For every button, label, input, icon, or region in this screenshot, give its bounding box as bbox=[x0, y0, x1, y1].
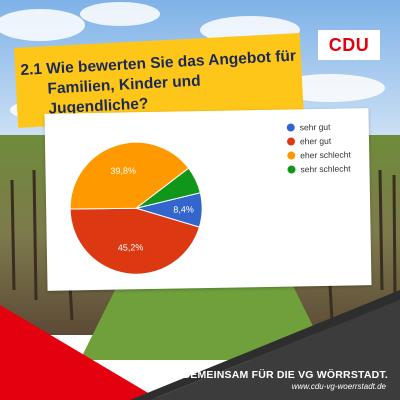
legend-label-sehr-schlecht: sehr schlecht bbox=[300, 163, 351, 174]
legend-label-eher-gut: eher gut bbox=[300, 136, 332, 147]
pie-label-eher-schlecht: 39,8% bbox=[110, 166, 136, 176]
legend-marker-eher-gut bbox=[287, 137, 296, 146]
legend-label-eher-schlecht: eher schlecht bbox=[300, 149, 351, 160]
footer-slogan: GEMEINSAM FÜR DIE VG WÖRRSTADT. bbox=[181, 369, 388, 381]
chart-card: 8,4% 45,2% 39,8% sehr gut eher gut eher schle… bbox=[44, 108, 372, 291]
pie-label-sehr-gut: 8,4% bbox=[173, 204, 194, 214]
vine-posts bbox=[10, 169, 397, 321]
red-wedge bbox=[0, 305, 160, 400]
pie-slice-eher-schlecht bbox=[69, 141, 190, 210]
pie-slice-sehr-schlecht bbox=[135, 167, 201, 209]
grass-path bbox=[80, 280, 330, 360]
pie-chart: 8,4% 45,2% 39,8% sehr gut eher gut eher schle… bbox=[69, 122, 352, 275]
dark-footer-band-left bbox=[130, 290, 400, 400]
legend-marker-sehr-gut bbox=[286, 123, 295, 132]
cdu-logo-text: CDU bbox=[328, 34, 370, 55]
cdu-logo: CDU bbox=[318, 30, 380, 60]
legend-marker-eher-schlecht bbox=[287, 151, 296, 160]
legend-marker-sehr-schlecht bbox=[287, 165, 296, 174]
pie-slice-eher-gut bbox=[69, 207, 201, 275]
pie-label-eher-gut: 45,2% bbox=[118, 242, 144, 252]
footer-url: www.cdu-vg-woerrstadt.de bbox=[291, 382, 386, 391]
legend-label-sehr-gut: sehr gut bbox=[300, 122, 332, 133]
